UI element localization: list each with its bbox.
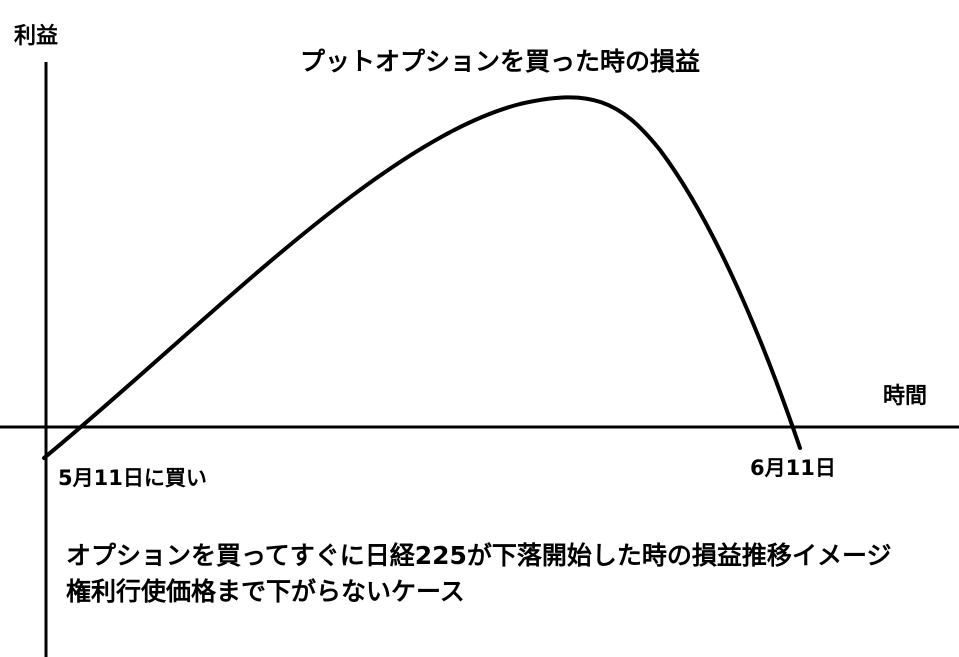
caption-line-2: 権利行使価格まで下がらないケース	[66, 577, 465, 606]
y-axis-label: 利益	[14, 24, 59, 49]
end-date-label: 6月11日	[750, 456, 836, 480]
diagram-title: プットオプションを買った時の損益	[300, 47, 701, 76]
x-axis-label: 時間	[883, 384, 928, 409]
start-date-label: 5月11日に買い	[58, 466, 207, 490]
profit-curve	[42, 95, 802, 460]
caption-line-1: オプションを買ってすぐに日経225が下落開始した時の損益推移イメージ	[66, 541, 892, 570]
